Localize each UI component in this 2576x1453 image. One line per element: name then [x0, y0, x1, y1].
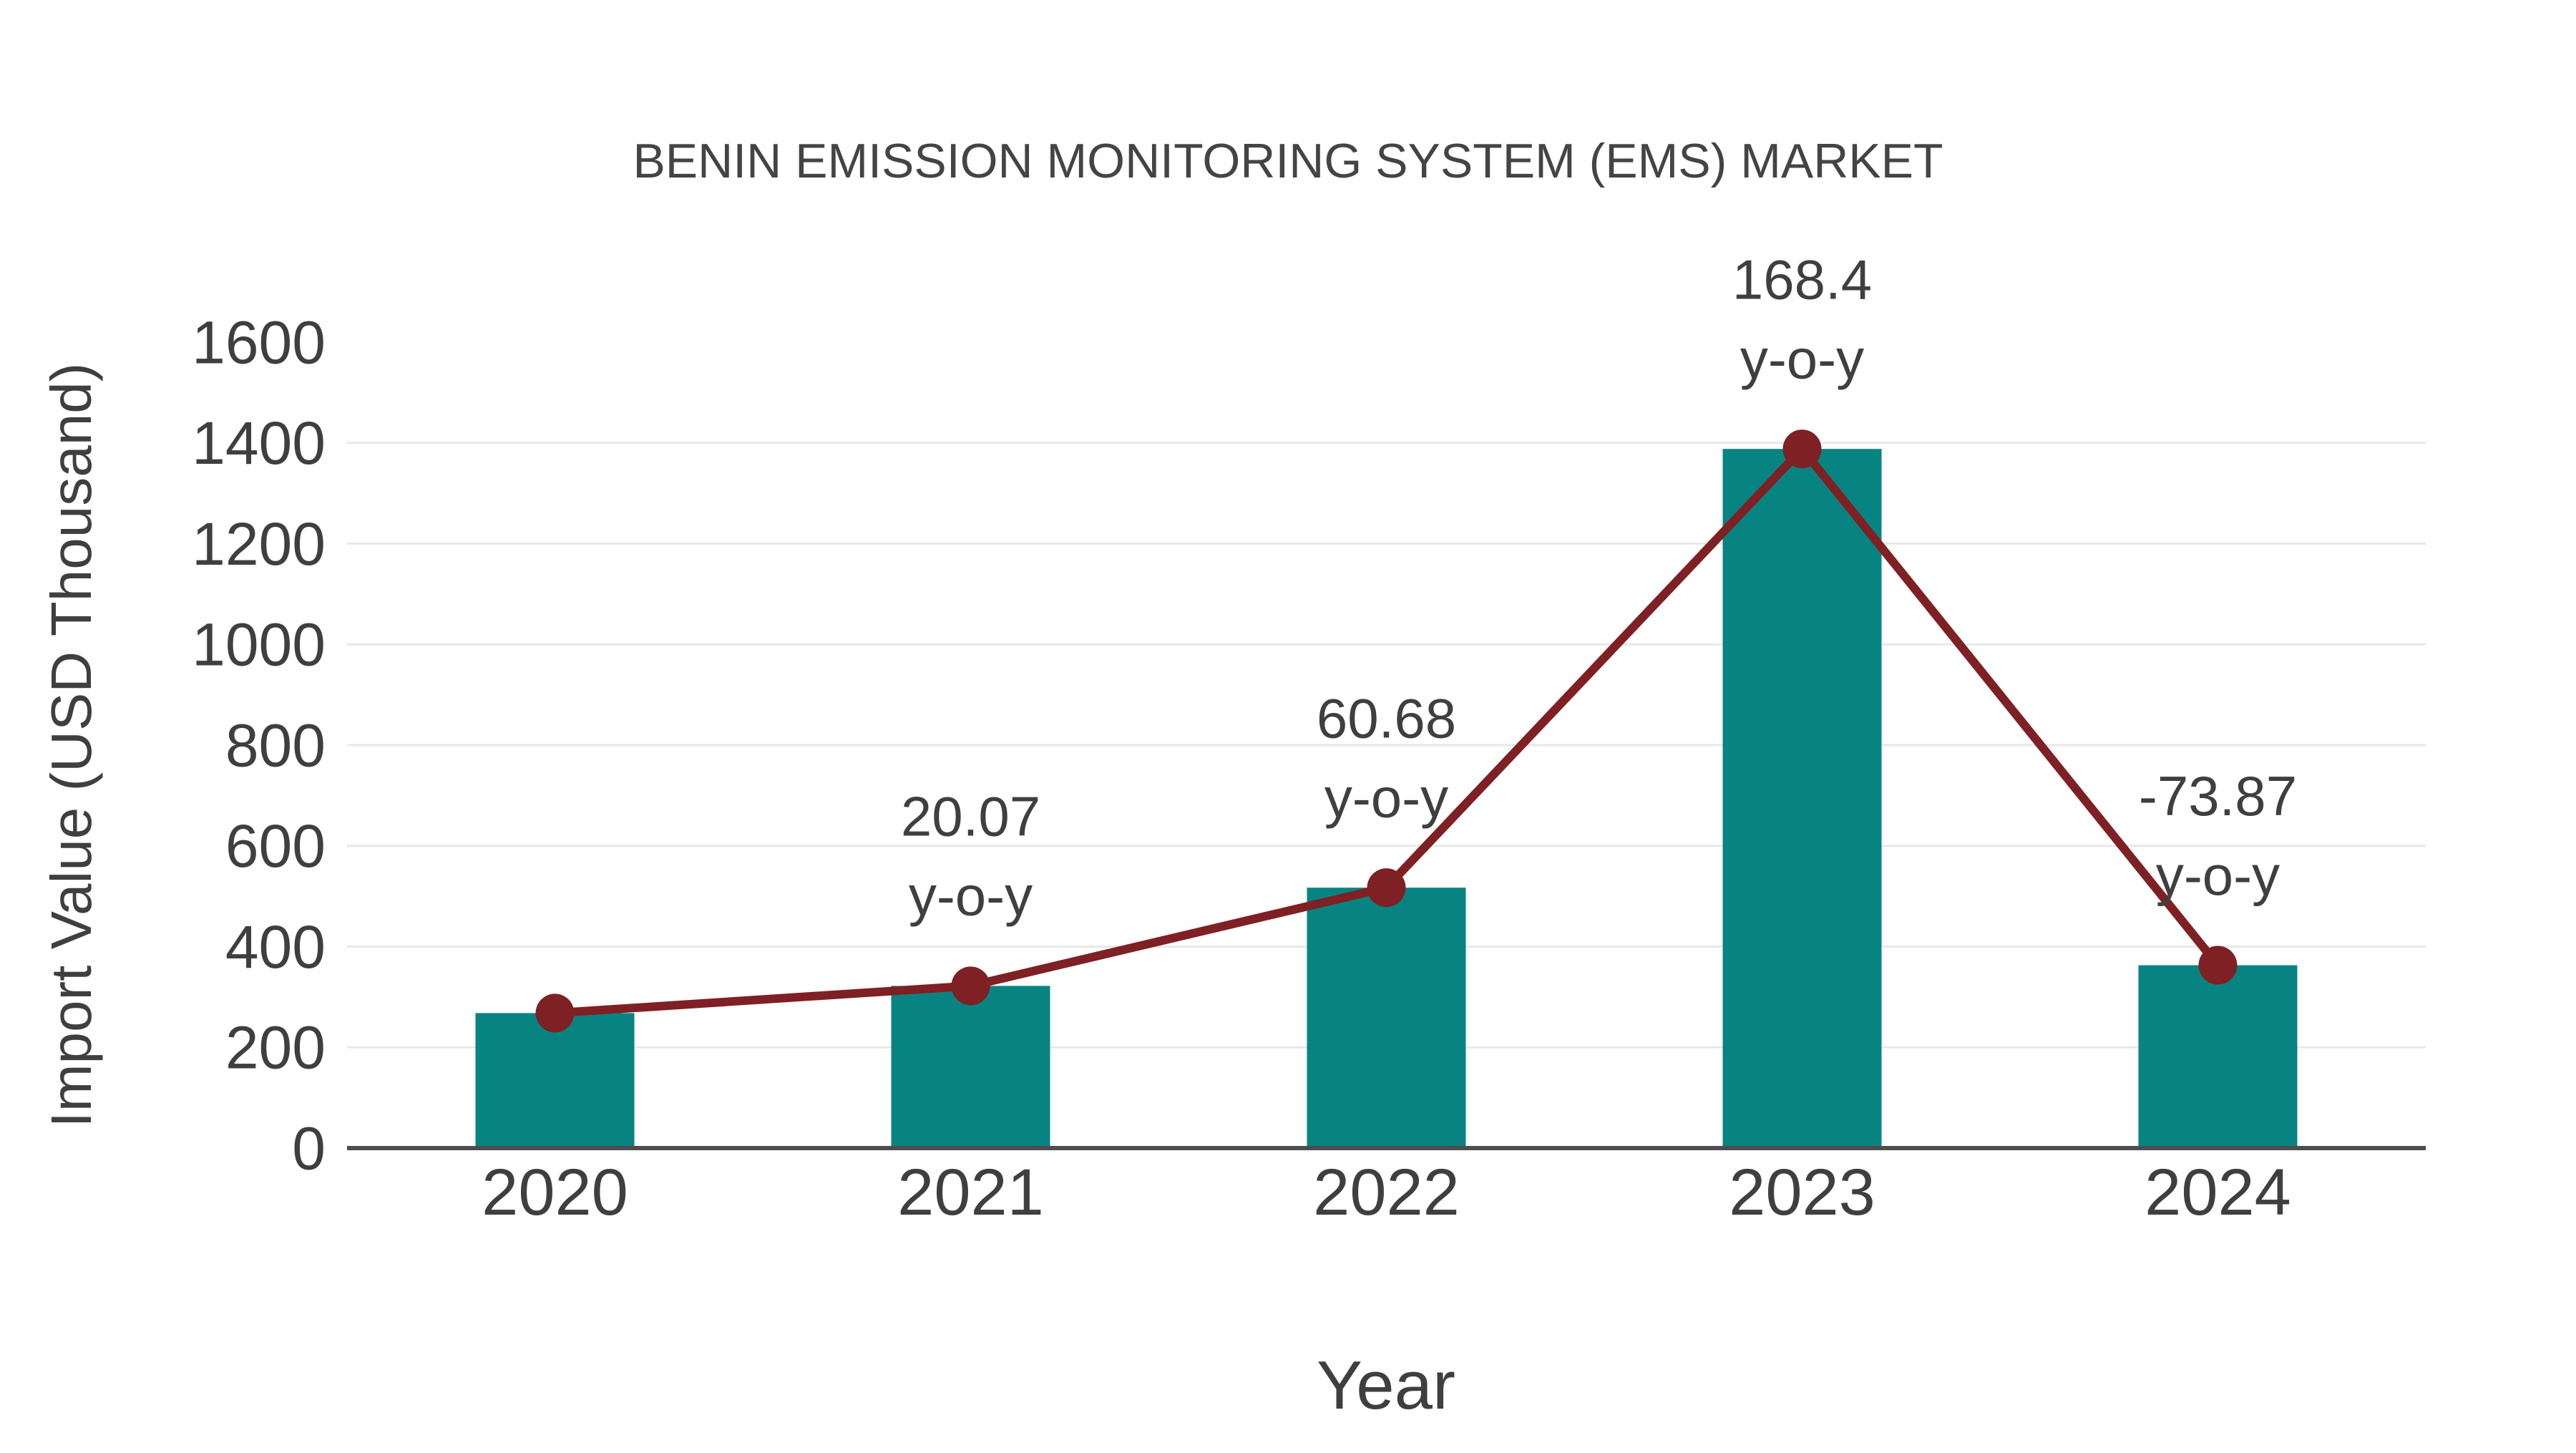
axes-layer: 0 200 400 600 800 1000 1200 1400 1600 2020 2021 202… — [192, 308, 2426, 1229]
annotation-yoy-suffix-2021: y-o-y — [909, 865, 1033, 928]
y-tick-label-600: 600 — [225, 812, 326, 880]
yoy-marker-2021[interactable] — [951, 966, 990, 1006]
annotation-yoy-suffix-2022: y-o-y — [1324, 766, 1448, 829]
y-tick-label-1200: 1200 — [192, 510, 326, 578]
yoy-marker-2024[interactable] — [2198, 946, 2238, 985]
yoy-marker-2020[interactable] — [535, 993, 575, 1033]
y-tick-label-1000: 1000 — [192, 611, 326, 679]
x-axis-title: Year — [1317, 1347, 1455, 1424]
annotation-yoy-value-2024: -73.87 — [2139, 764, 2297, 827]
annotations-layer: 20.07 y-o-y 60.68 y-o-y 168.4 y-o-y -73.87 y-o-… — [901, 248, 2297, 927]
bar-2023[interactable] — [1722, 449, 1882, 1148]
yoy-marker-2022[interactable] — [1367, 868, 1406, 908]
x-tick-label-2024: 2024 — [2145, 1156, 2291, 1229]
y-tick-label-400: 400 — [225, 913, 326, 981]
bars-layer[interactable] — [475, 449, 2298, 1148]
trend-line-layer[interactable] — [535, 429, 2238, 1033]
gridlines-layer — [347, 442, 2426, 1049]
annotation-yoy-suffix-2023: y-o-y — [1740, 327, 1864, 390]
annotation-yoy-suffix-2024: y-o-y — [2156, 844, 2280, 907]
bar-2024[interactable] — [2138, 965, 2298, 1148]
x-tick-label-2021: 2021 — [897, 1156, 1044, 1229]
bar-2022[interactable] — [1307, 888, 1466, 1148]
y-tick-label-0: 0 — [292, 1114, 326, 1182]
x-tick-label-2023: 2023 — [1729, 1156, 1875, 1229]
annotation-yoy-value-2021: 20.07 — [901, 785, 1040, 848]
chart-title: BENIN EMISSION MONITORING SYSTEM (EMS) M… — [633, 134, 1943, 188]
bar-2020[interactable] — [475, 1013, 635, 1148]
annotation-yoy-value-2023: 168.4 — [1732, 248, 1872, 311]
y-tick-label-800: 800 — [225, 711, 326, 779]
y-axis-title: Import Value (USD Thousand) — [39, 363, 103, 1128]
x-tick-label-2022: 2022 — [1313, 1156, 1460, 1229]
bar-2021[interactable] — [891, 986, 1050, 1148]
y-tick-label-1400: 1400 — [192, 409, 326, 477]
yoy-marker-2023[interactable] — [1782, 429, 1822, 469]
x-tick-label-2020: 2020 — [482, 1156, 628, 1229]
y-tick-label-1600: 1600 — [192, 308, 326, 376]
annotation-yoy-value-2022: 60.68 — [1317, 686, 1456, 749]
y-tick-label-200: 200 — [225, 1014, 326, 1082]
